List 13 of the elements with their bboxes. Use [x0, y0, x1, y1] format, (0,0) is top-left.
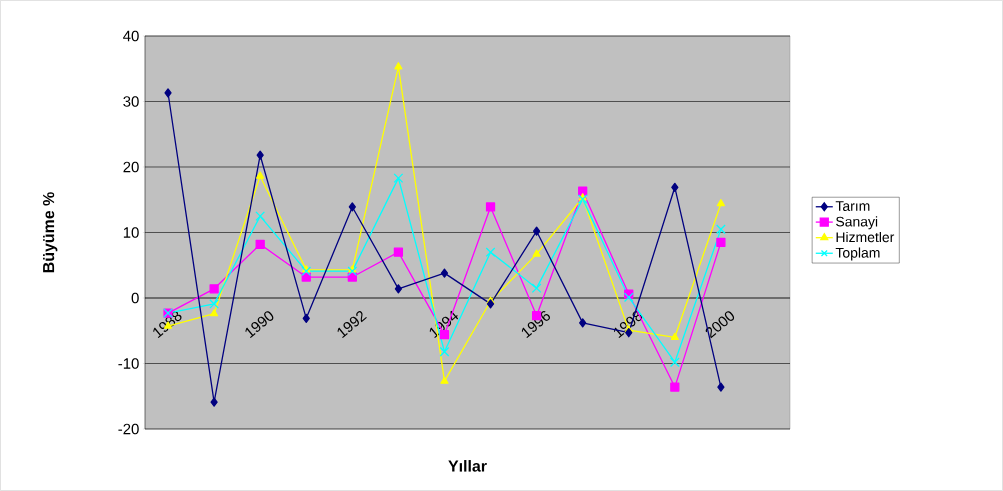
y-tick-label: 40 — [123, 30, 139, 42]
y-axis-title: Büyüme % — [42, 192, 58, 273]
legend-label: Tarım — [835, 201, 870, 211]
legend-label: Sanayi — [836, 216, 878, 230]
y-tick-label: 10 — [123, 227, 139, 238]
y-tick-label: -20 — [118, 423, 139, 435]
legend-label: Toplam — [835, 247, 880, 261]
y-tick-label: -10 — [118, 358, 139, 369]
y-tick-label: 30 — [123, 96, 139, 107]
x-axis-title: Yıllar — [448, 460, 487, 472]
y-tick-label: 20 — [123, 161, 139, 173]
legend-label: Hizmetler — [836, 231, 895, 243]
y-tick-label: 0 — [131, 292, 139, 304]
